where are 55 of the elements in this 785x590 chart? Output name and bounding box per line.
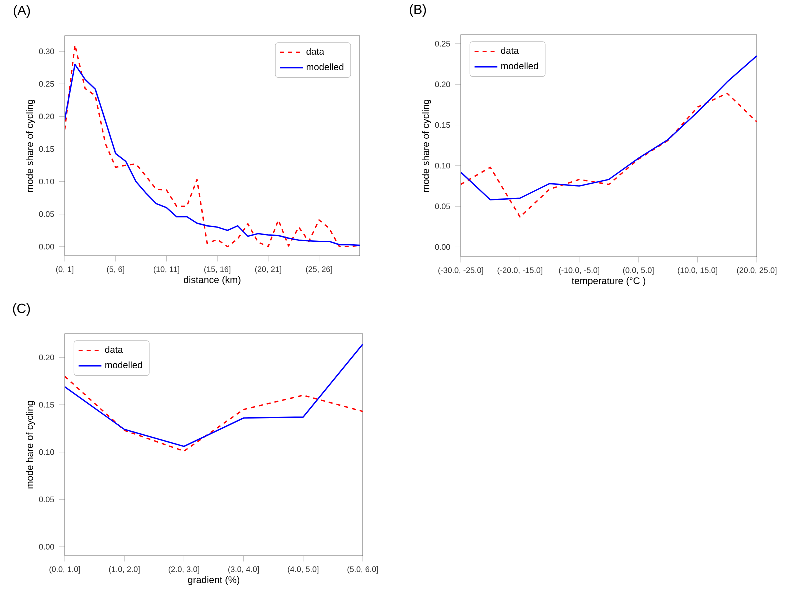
x-axis-title: distance (km): [184, 276, 241, 286]
x-tick-label: (4.0, 5.0]: [288, 566, 319, 574]
y-tick-label: 0.00: [39, 244, 54, 250]
x-tick-label: (-20.0, -15.0]: [498, 267, 543, 275]
y-tick-label: 0.15: [435, 122, 450, 128]
y-tick-label: 0.05: [39, 212, 54, 218]
y-axis-title: mode hare of cycling: [26, 401, 36, 489]
x-tick-label: (15, 16]: [204, 266, 231, 274]
x-tick-label: (-10.0, -5.0]: [559, 267, 600, 275]
x-tick-label: (10.0, 15.0]: [678, 267, 718, 275]
y-tick-label: 0.10: [39, 450, 54, 456]
x-tick-label: (3.0, 4.0]: [228, 566, 260, 574]
y-tick-label: 0.15: [39, 402, 54, 408]
legend-label: modelled: [502, 62, 538, 70]
y-tick-label: 0.25: [435, 41, 450, 47]
y-tick-label: 0.30: [39, 48, 54, 54]
x-axis-title: temperature (°C ): [572, 277, 646, 286]
chart-title: (C): [13, 304, 30, 316]
y-tick-label: 0.25: [39, 81, 54, 87]
x-tick-label: (20, 21]: [255, 266, 282, 274]
x-tick-label: (10, 11]: [154, 266, 180, 274]
line-series: [65, 344, 363, 448]
line-series: [461, 92, 758, 218]
y-tick-label: 0.20: [39, 114, 54, 120]
x-tick-label: (0, 1]: [56, 266, 74, 274]
line-series: [461, 55, 758, 201]
x-tick-label: (-30.0, -25.0]: [438, 267, 484, 275]
line-series: [65, 376, 363, 452]
x-tick-label: (20.0, 25.0]: [737, 267, 777, 275]
legend-label: data: [105, 346, 124, 354]
y-axis-title: mode share of cycling: [26, 100, 36, 192]
x-tick-label: (2.0, 3.0]: [168, 566, 200, 574]
x-tick-label: (0.0, 1.0]: [50, 566, 80, 574]
chart-title: (B): [410, 4, 426, 17]
y-tick-label: 0.10: [435, 163, 450, 169]
x-axis-title: gradient (%): [188, 576, 240, 586]
x-tick-label: (5, 6]: [107, 266, 124, 274]
y-tick-label: 0.05: [39, 496, 54, 503]
y-tick-label: 0.20: [435, 82, 450, 88]
x-tick-label: (25, 26]: [306, 266, 332, 274]
x-tick-label: (0.0, 5.0]: [623, 267, 654, 275]
y-tick-label: 0.15: [39, 146, 54, 152]
y-tick-label: 0.10: [39, 178, 54, 185]
x-tick-label: (5.0, 6.0]: [348, 566, 378, 574]
y-tick-label: 0.20: [39, 354, 54, 361]
y-tick-label: 0.00: [435, 244, 450, 250]
x-tick-label: (1.0, 2.0]: [109, 566, 140, 574]
legend-label: data: [501, 47, 520, 54]
chart-title: (A): [14, 6, 30, 18]
legend-label: data: [306, 48, 324, 56]
y-tick-label: 0.05: [435, 204, 450, 210]
y-tick-label: 0.00: [39, 544, 54, 550]
legend-label: modelled: [306, 64, 344, 70]
legend-label: modelled: [106, 362, 142, 369]
y-axis-title: mode share of cycling: [422, 100, 432, 192]
